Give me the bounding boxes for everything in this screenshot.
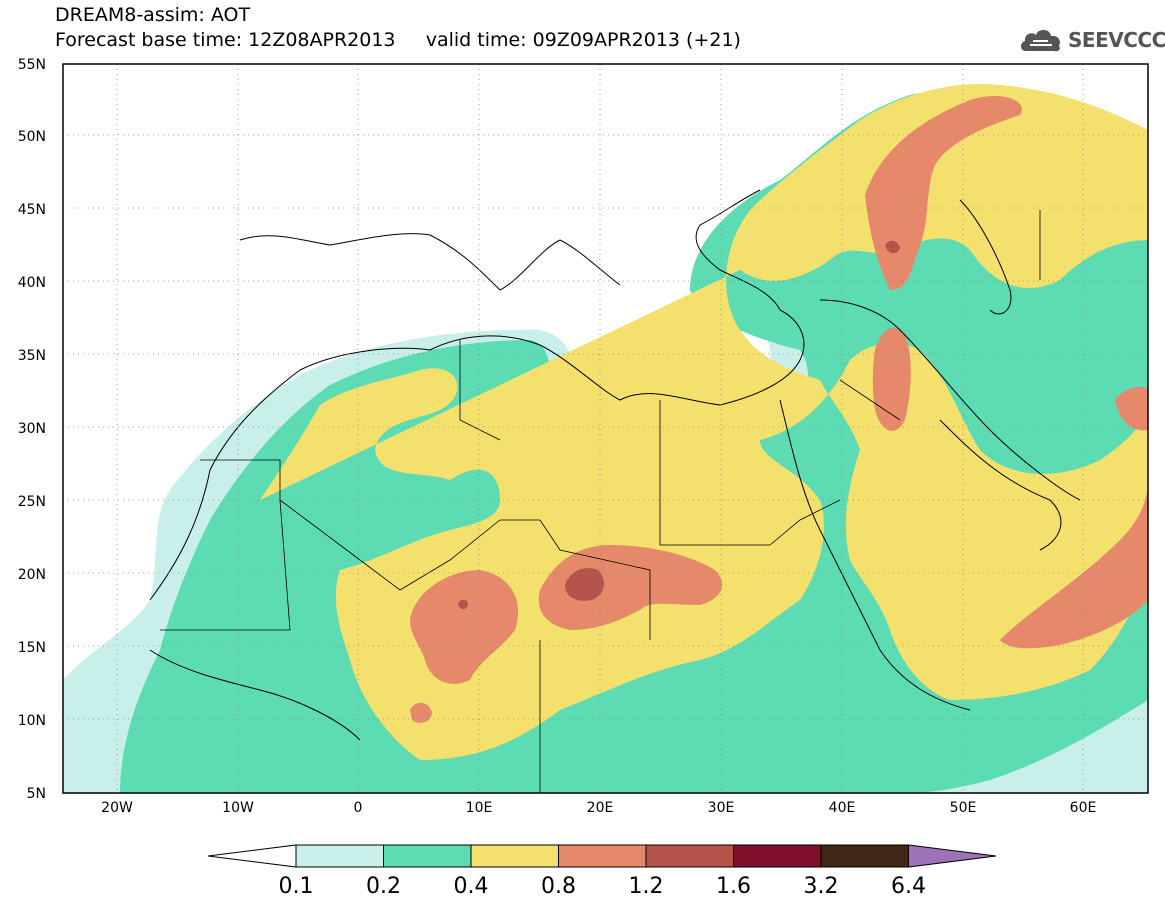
coastlines [149,189,1081,741]
aot-contour-1.2-b [458,599,468,609]
lon-label: 20W [101,800,133,816]
aot-contour-0.8-d [865,95,1022,290]
lon-label: 40E [829,800,856,816]
logo-text: SEEVCCC [1068,28,1165,52]
lat-label: 25N [18,494,46,510]
colorbar-bin [733,844,822,868]
colorbar-bin [820,844,909,868]
colorbar-label: 1.2 [629,874,664,899]
colorbar-label: 0.1 [279,874,314,899]
lat-label: 15N [18,640,46,656]
lat-label: 5N [27,786,46,802]
aot-contour-1.2 [565,568,604,601]
colorbar-bin [295,844,384,868]
lon-label: 20E [587,800,614,816]
colorbar-label: 0.8 [541,874,576,899]
map-frame [62,63,1149,794]
graticule [63,64,1148,793]
lon-label: 10W [222,800,254,816]
aot-contour-0.8-c [410,702,432,723]
aot-contour-0.8-b [538,545,723,630]
aot-contour-1.2-c [885,240,900,254]
colorbar-low-arrow [207,844,297,868]
cloud-icon [1020,29,1061,52]
colorbar-bin [645,844,734,868]
aot-contour-0.8-e [872,327,911,431]
lon-label: 10E [466,800,493,816]
lat-label: 35N [18,348,46,364]
lat-label: 45N [18,202,46,218]
forecast-time-line: Forecast base time: 12Z08APR2013 valid t… [55,29,741,51]
colorbar-label: 0.2 [366,874,401,899]
lat-label: 50N [18,129,46,145]
colorbar-bin [558,844,647,868]
lon-label: 0 [354,800,363,816]
colorbar-bin [383,844,472,868]
map-field [63,64,1148,793]
colorbar-label: 0.4 [454,874,489,899]
country-borders [160,210,1041,793]
lat-label: 55N [18,57,46,73]
colorbar-label: 6.4 [891,874,926,899]
lat-label: 30N [18,421,46,437]
colorbar-label: 1.6 [716,874,751,899]
aot-contour-0.8-g [1115,387,1148,431]
latitude-labels: 55N 50N 45N 40N 35N 30N 25N 20N 15N 10N … [18,57,46,802]
colorbar-label: 3.2 [804,874,839,899]
colorbar-labels: 0.1 0.2 0.4 0.8 1.2 1.6 3.2 6.4 [279,874,927,899]
map-title: DREAM8-assim: AOT [55,4,251,26]
lon-label: 60E [1070,800,1097,816]
colorbar-high-arrow [908,844,997,868]
lon-label: 50E [950,800,977,816]
aot-contour-0.8 [410,570,519,684]
lon-label: 30E [708,800,735,816]
aot-contour-0.8-f [1000,480,1148,649]
lat-label: 40N [18,275,46,291]
seevccc-logo: SEEVCCC [1018,22,1165,58]
longitude-labels: 20W 10W 0 10E 20E 30E 40E 50E 60E [101,800,1096,816]
colorbar [207,844,997,868]
lat-label: 20N [18,567,46,583]
lat-label: 10N [18,713,46,729]
colorbar-bin [470,844,559,868]
